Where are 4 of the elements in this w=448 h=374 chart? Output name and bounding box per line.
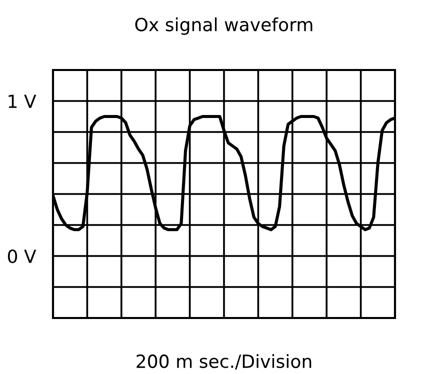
y-tick-label: 1 V bbox=[8, 94, 36, 108]
y-tick-label: 0 V bbox=[8, 249, 36, 264]
chart-title: Ox signal waveform bbox=[135, 17, 312, 35]
x-axis-title: 200 m sec./Division bbox=[136, 354, 312, 370]
